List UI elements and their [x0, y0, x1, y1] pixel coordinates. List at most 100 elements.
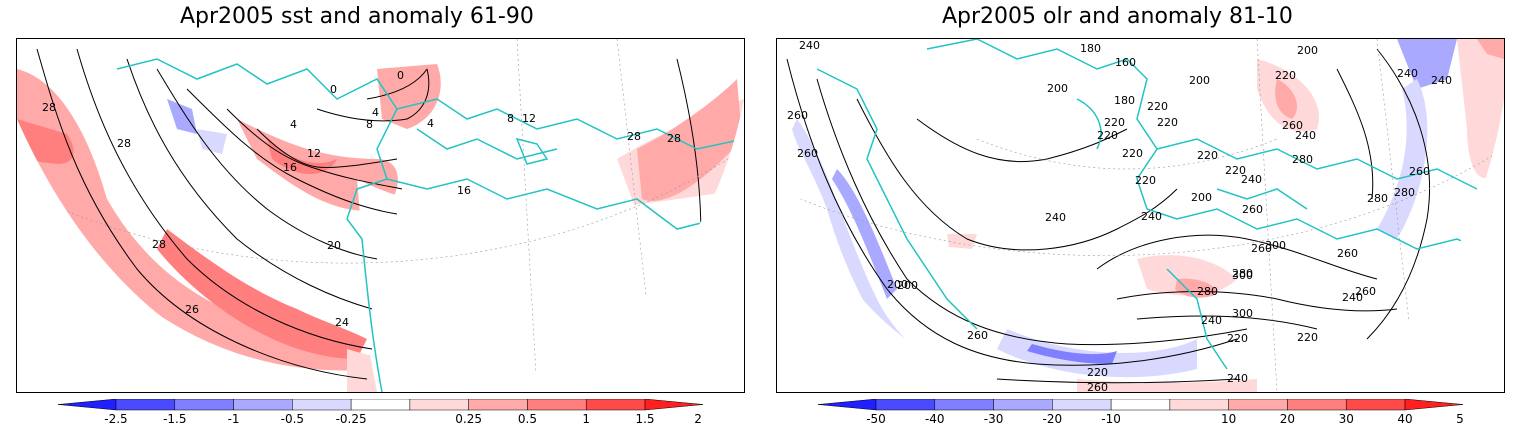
olr-contour-lines [786, 48, 1430, 384]
colorbar-swatch [292, 399, 352, 411]
colorbar-tick-label: 1.5 [635, 412, 654, 426]
contour-label: 8 [507, 112, 514, 125]
contour-label: 220 [1097, 129, 1118, 142]
coastline-outlines [816, 39, 1504, 370]
contour-label: 240 [1141, 210, 1162, 223]
contour-label: 240 [1342, 291, 1363, 304]
contour-label: 260 [1337, 247, 1358, 260]
contour-label: 220 [1104, 116, 1125, 129]
colorbar-max-arrow [1404, 399, 1463, 411]
anomaly-strong-positive-region [267, 139, 337, 174]
colorbar-tick-label: 1 [582, 412, 590, 426]
contour-label: 24 [335, 316, 349, 329]
contour-label: 240 [1227, 372, 1248, 385]
contour-label: 260 [1282, 119, 1303, 132]
contour-label: 260 [797, 147, 818, 160]
contour-label: 240 [1045, 211, 1066, 224]
contour-label: 220 [1275, 69, 1296, 82]
colorbar-tick-label: -40 [925, 412, 945, 426]
sst-anomaly-map: 28 28 28 28 26 24 20 16 12 8 4 4 4 0 0 1… [16, 38, 745, 393]
colorbar-swatch [409, 399, 469, 411]
contour-label: 260 [1087, 381, 1108, 392]
contour-label: 4 [372, 106, 379, 119]
colorbar-swatch [934, 399, 994, 411]
contour-label: 200 [1297, 44, 1318, 57]
colorbar-swatch [1345, 399, 1406, 411]
contour-label: 280 [1394, 186, 1415, 199]
olr-anomaly-colorbar: -50 -40 -30 -20 -10 10 20 30 40 50 [818, 399, 1463, 426]
contour-label: 260 [1242, 203, 1263, 216]
contour-label: 240 [1431, 74, 1452, 87]
colorbar-tick-label: -0.25 [336, 412, 367, 426]
contour-label: 4 [427, 117, 434, 130]
contour-label: 26 [185, 303, 199, 316]
anomaly-positive-region [1477, 39, 1504, 59]
contour-label: 4 [290, 118, 297, 131]
contour-label: 28 [667, 132, 681, 145]
colorbar-swatch [174, 399, 234, 411]
contour-label: 220 [1122, 147, 1143, 160]
colorbar-tick-label: 2.5 [694, 412, 703, 426]
anomaly-weak-negative-region [997, 329, 1197, 378]
anomaly-weak-positive-region [1137, 255, 1237, 296]
colorbar-swatch [527, 399, 587, 411]
anomaly-strong-negative-region [1027, 344, 1117, 364]
anomaly-positive-region [1275, 79, 1297, 119]
colorbar-min-arrow [818, 399, 877, 411]
contour-label: 200 [1191, 191, 1212, 204]
contour-label: 220 [1225, 164, 1246, 177]
colorbar-swatch [1169, 399, 1229, 411]
contour-label: 16 [457, 184, 471, 197]
contour-label: 280 [1197, 285, 1218, 298]
sst-contour-labels: 28 28 28 28 26 24 20 16 12 8 4 4 4 0 0 1… [42, 69, 681, 329]
colorbar-tick-label: 50 [1456, 412, 1463, 426]
anomaly-positive-region [1175, 278, 1217, 298]
colorbar-max-arrow [644, 399, 703, 411]
contour-label: 12 [307, 147, 321, 160]
contour-label: 20 [327, 239, 341, 252]
colorbar-swatch [875, 399, 936, 411]
colorbar-swatch [585, 399, 646, 411]
contour-label: 220 [1087, 366, 1108, 379]
left-panel-title: Apr2005 sst and anomaly 61-90 [180, 4, 534, 29]
colorbar-tick-label: -30 [984, 412, 1004, 426]
contour-label: 220 [1135, 174, 1156, 187]
contour-label: 28 [117, 137, 131, 150]
contour-label: 28 [152, 238, 166, 251]
contour-label: 200 [887, 278, 908, 291]
anomaly-negative-region [832, 169, 897, 299]
anomaly-strong-positive-region [157, 229, 367, 359]
sst-anomaly-colorbar: -2.5 -1.5 -1 -0.5 -0.25 0.25 0.5 1 1.5 2.5 [58, 399, 703, 426]
colorbar-swatch [1110, 399, 1171, 411]
contour-label: 220 [1197, 149, 1218, 162]
contour-label: 28 [627, 130, 641, 143]
contour-label: 200 [897, 279, 918, 292]
contour-label: 8 [366, 118, 373, 131]
colorbar-swatch [468, 399, 528, 411]
contour-label: 220 [1147, 100, 1168, 113]
contour-label: 260 [967, 329, 988, 342]
contour-label: 240 [1201, 314, 1222, 327]
colorbar-min-arrow [58, 399, 117, 411]
olr-contour-labels: 240 260 180 160 200 200 200 180 220 220 … [787, 39, 1452, 392]
contour-label: 200 [1189, 74, 1210, 87]
land-mass [357, 179, 744, 392]
colorbar-swatch [1287, 399, 1347, 411]
colorbar-tick-label: 0.5 [518, 412, 537, 426]
anomaly-positive-region [637, 79, 742, 201]
olr-anomaly-map: 240 260 180 160 200 200 200 180 220 220 … [776, 38, 1505, 393]
contour-label: 280 [1232, 267, 1253, 280]
contour-label: 260 [1251, 242, 1272, 255]
contour-label: 12 [522, 112, 536, 125]
contour-label: 180 [1080, 42, 1101, 55]
colorbar-swatch [1052, 399, 1112, 411]
anomaly-negative-region [1397, 39, 1457, 89]
colorbar-tick-label: -10 [1101, 412, 1121, 426]
colorbar-tick-label: -1.5 [163, 412, 186, 426]
contour-label: 180 [1114, 94, 1135, 107]
colorbar-tick-label: -1 [228, 412, 240, 426]
contour-label: 300 [1265, 239, 1286, 252]
anomaly-negative-region [167, 99, 197, 134]
contour-label: 240 [1295, 129, 1316, 142]
anomaly-weak-negative-region [792, 119, 957, 389]
